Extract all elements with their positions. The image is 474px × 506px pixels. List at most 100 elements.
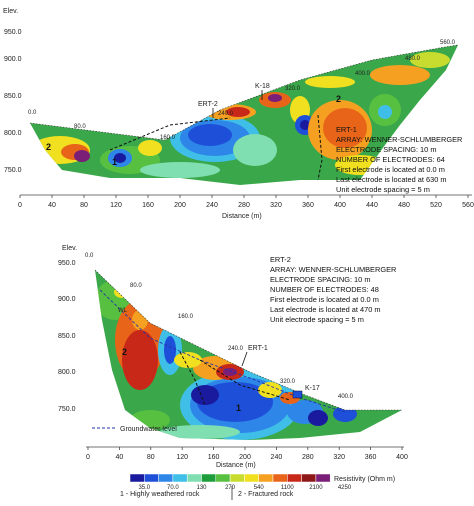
surface-label: 0.0 <box>85 253 94 259</box>
legend-values: 35.0 70.0 130 270 540 1100 2100 4250 <box>138 485 351 491</box>
legend-swatch <box>172 473 188 483</box>
resistivity-legend: 35.0 70.0 130 270 540 1100 2100 4250 Resistivit… <box>120 473 395 500</box>
info-spacing: ELECTRODE SPACING: 10 m <box>270 275 370 284</box>
legend-swatch <box>201 473 217 483</box>
groundwater-legend-label: Groundwater level <box>120 426 177 433</box>
wl-label: WL <box>118 308 128 314</box>
x-tick-label: 400 <box>396 454 408 461</box>
x-tick-label: 40 <box>48 202 56 209</box>
groundwater-legend: Groundwater level <box>92 426 177 433</box>
x-tick-label: 240 <box>206 202 218 209</box>
y-tick: 750.0 <box>58 406 76 413</box>
legend-value: 1100 <box>281 485 295 491</box>
info-title: ERT-1 <box>336 125 357 134</box>
info-first: First electrode is located at 0.0 m <box>336 165 445 174</box>
zone-label: 2 <box>122 347 127 357</box>
ert1-marker-label: ERT-1 <box>248 345 268 352</box>
section-ert2: Elev. 950.0 900.0 850.0 800.0 750.0 <box>58 245 408 469</box>
legend-swatch <box>158 473 174 483</box>
x-tick-label: 280 <box>238 202 250 209</box>
y-tick: 900.0 <box>4 56 22 63</box>
ert1-info-box: ERT-1 ARRAY: WENNER-SCHLUMBERGER ELECTRO… <box>336 125 462 194</box>
legend-swatches <box>129 473 331 483</box>
y-tick: 900.0 <box>58 296 76 303</box>
surface-label: 0.0 <box>28 110 37 116</box>
x-ticks: 0 40 80 120 160 200 240 280 320 360 400 440 480 520 56… <box>18 195 474 209</box>
legend-value: 540 <box>254 485 265 491</box>
info-array: ARRAY: WENNER-SCHLUMBERGER <box>270 265 396 274</box>
y-tick: 800.0 <box>58 369 76 376</box>
elev-label: Elev. <box>3 8 18 15</box>
surface-label: 80.0 <box>74 124 86 130</box>
ert1-marker-line <box>241 351 248 367</box>
x-tick-label: 160 <box>208 454 220 461</box>
info-spacing: ELECTRODE SPACING: 10 m <box>336 145 436 154</box>
legend-value: 270 <box>225 485 236 491</box>
x-axis-label: Distance (m) <box>216 462 256 469</box>
y-tick: 850.0 <box>4 93 22 100</box>
info-first: First electrode is located at 0.0 m <box>270 295 379 304</box>
k17-marker <box>292 390 303 399</box>
x-tick-label: 0 <box>86 454 90 461</box>
y-tick: 750.0 <box>4 167 22 174</box>
zone-label: 2 <box>46 142 51 152</box>
x-tick-label: 360 <box>365 454 377 461</box>
info-last: Last electrode is located at 470 m <box>270 305 381 314</box>
info-unit: Unit electrode spacing = 5 m <box>270 315 364 324</box>
ert2-info-box: ERT-2 ARRAY: WENNER-SCHLUMBERGER ELECTRO… <box>270 255 396 324</box>
y-tick: 850.0 <box>58 333 76 340</box>
legend-swatch <box>258 473 274 483</box>
x-tick-label: 320 <box>270 202 282 209</box>
info-unit: Unit electrode spacing = 5 m <box>336 185 430 194</box>
zone-label: 1 <box>236 403 241 413</box>
x-tick-label: 80 <box>147 454 155 461</box>
x-tick-label: 200 <box>174 202 186 209</box>
zone-label: 2 <box>336 94 341 104</box>
k18-marker-label: K-18 <box>255 83 270 90</box>
section-ert1: Elev. 950.0 900.0 850.0 800.0 750.0 <box>3 8 474 220</box>
legend-swatch <box>186 473 202 483</box>
zone-label: 1 <box>112 157 117 167</box>
x-tick-label: 80 <box>80 202 88 209</box>
info-array: ARRAY: WENNER-SCHLUMBERGER <box>336 135 462 144</box>
x-ticks: 0 40 80 120 160 200 240 280 320 360 400 <box>86 447 408 461</box>
surface-label: 400.0 <box>338 394 354 400</box>
legend-swatch <box>229 473 245 483</box>
info-last: Last electrode is located at 630 m <box>336 175 447 184</box>
surface-label: 560.0 <box>440 40 456 46</box>
x-tick-label: 200 <box>239 454 251 461</box>
class-label-1: 1 - Highly weathered rock <box>120 491 200 498</box>
elev-label: Elev. <box>62 245 77 252</box>
x-tick-label: 120 <box>176 454 188 461</box>
legend-swatch <box>215 473 231 483</box>
surface-label: 400.0 <box>355 71 371 77</box>
x-tick-label: 480 <box>398 202 410 209</box>
legend-swatch <box>301 473 317 483</box>
legend-value: 130 <box>196 485 207 491</box>
ert2-marker-label: ERT-2 <box>198 101 218 108</box>
surface-label: 80.0 <box>130 283 142 289</box>
x-tick-label: 240 <box>271 454 283 461</box>
x-tick-label: 320 <box>333 454 345 461</box>
legend-value: 4250 <box>338 485 352 491</box>
surface-label: 160.0 <box>178 314 194 320</box>
x-axis-label: Distance (m) <box>222 213 262 220</box>
groundwater-line <box>99 289 346 413</box>
info-count: NUMBER OF ELECTRODES: 48 <box>270 285 379 294</box>
x-tick-label: 520 <box>430 202 442 209</box>
surface-label: 320.0 <box>285 86 301 92</box>
info-count: NUMBER OF ELECTRODES: 64 <box>336 155 445 164</box>
legend-swatch <box>129 473 145 483</box>
legend-swatch <box>244 473 259 483</box>
legend-swatch <box>272 473 288 483</box>
x-tick-label: 360 <box>302 202 314 209</box>
surface-label: 320.0 <box>280 379 296 385</box>
surface-label: 160.0 <box>160 135 176 141</box>
x-tick-label: 280 <box>302 454 314 461</box>
x-tick-label: 400 <box>334 202 346 209</box>
surface-label: 240.0 <box>228 346 244 352</box>
x-tick-label: 40 <box>116 454 124 461</box>
x-tick-label: 560 <box>462 202 474 209</box>
y-tick: 950.0 <box>58 260 76 267</box>
